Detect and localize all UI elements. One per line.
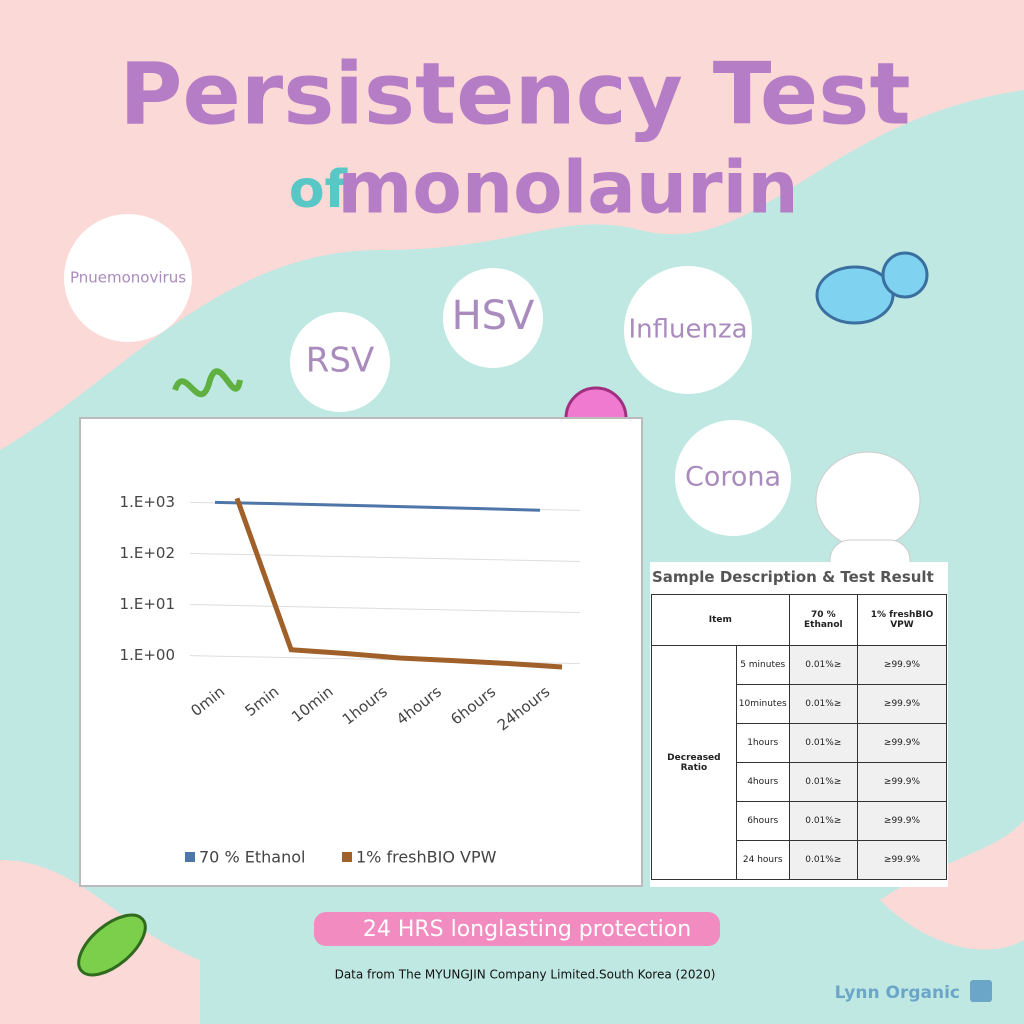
series-line <box>234 497 563 670</box>
brand: Lynn Organic <box>835 983 960 1003</box>
virus-bubble <box>675 420 791 536</box>
y-tick-label: 1.E+01 <box>120 595 175 613</box>
virus-bubble <box>290 312 390 412</box>
legend-label: 70 % Ethanol <box>199 848 305 867</box>
result-table: Sample Description & Test Result Item 70 … <box>650 562 948 887</box>
table-cell: 0.01%≥ <box>788 801 858 841</box>
table-cell: 0.01%≥ <box>788 762 858 802</box>
virus-label: Influenza <box>628 315 747 345</box>
subtitle: monolaurin <box>337 146 798 230</box>
header-cell: Item <box>651 594 790 646</box>
facebook-icon[interactable] <box>970 980 992 1002</box>
table-cell: 24 hours <box>735 840 790 880</box>
y-tick-label: 1.E+02 <box>120 544 175 562</box>
table-cell: 0.01%≥ <box>788 645 858 685</box>
table-cell: 0.01%≥ <box>788 723 858 763</box>
virus-bubble <box>443 268 543 368</box>
virus-bubble <box>624 266 752 394</box>
grid-line <box>189 604 581 614</box>
y-tick-label: 1.E+00 <box>120 646 175 664</box>
table-cell: ≥99.9% <box>856 840 948 880</box>
germ-icon <box>77 251 929 977</box>
legend-label: 1% freshBIO VPW <box>356 848 497 867</box>
virus-label: RSV <box>306 341 374 381</box>
source: Data from The MYUNGJIN Company Limited.S… <box>335 968 716 982</box>
table-cell: 0.01%≥ <box>788 840 858 880</box>
legend-swatch <box>342 852 352 862</box>
table-row: 10minutes 0.01%≥ ≥99.9% <box>652 684 948 724</box>
series-line <box>214 500 541 512</box>
table-cell: 0.01%≥ <box>788 684 858 724</box>
table-cell: 4hours <box>735 762 790 802</box>
banner-bg <box>314 912 720 946</box>
title: Persistency Test <box>119 44 910 144</box>
chart-frame <box>79 417 643 887</box>
title-lead: of <box>289 160 349 220</box>
table-cell: ≥99.9% <box>856 801 948 841</box>
table-cell: 5 minutes <box>735 645 790 685</box>
table-row: Decreased Ratio 5 minutes 0.01%≥ ≥99.9% <box>651 645 948 880</box>
table-row: 4hours 0.01%≥ ≥99.9% <box>652 762 948 802</box>
table-cell: 6hours <box>735 801 790 841</box>
virus-bubble <box>64 214 192 342</box>
wave <box>880 820 1024 950</box>
virus-label: Corona <box>685 462 781 493</box>
table-cell: ≥99.9% <box>856 723 948 763</box>
y-tick-label: 1.E+03 <box>120 493 175 511</box>
table-title: Sample Description & Test Result <box>652 568 934 586</box>
table-cell: ≥99.9% <box>856 645 948 685</box>
table-header-row: Item 70 % Ethanol 1% freshBIO VPW <box>651 594 948 646</box>
legend-swatch <box>185 852 195 862</box>
table-cell: ≥99.9% <box>856 684 948 724</box>
table-cell: ≥99.9% <box>856 762 948 802</box>
virus-label: HSV <box>452 293 535 339</box>
table-row: 6hours 0.01%≥ ≥99.9% <box>652 801 948 841</box>
header-cell: 1% freshBIO VPW <box>856 594 948 646</box>
table: Item 70 % Ethanol 1% freshBIO VPW Decreased… <box>651 594 948 880</box>
table-cell: 1hours <box>735 723 790 763</box>
table-cell: 10minutes <box>735 684 790 724</box>
table-row: 1hours 0.01%≥ ≥99.9% <box>652 723 948 763</box>
banner: 24 HRS longlasting protection <box>363 917 691 942</box>
header-cell: 70 % Ethanol <box>788 594 858 646</box>
virus-label: Pnuemonovirus <box>70 269 186 287</box>
table-row: 24 hours 0.01%≥ ≥99.9% <box>652 840 948 880</box>
group-cell: Decreased Ratio <box>651 645 737 880</box>
